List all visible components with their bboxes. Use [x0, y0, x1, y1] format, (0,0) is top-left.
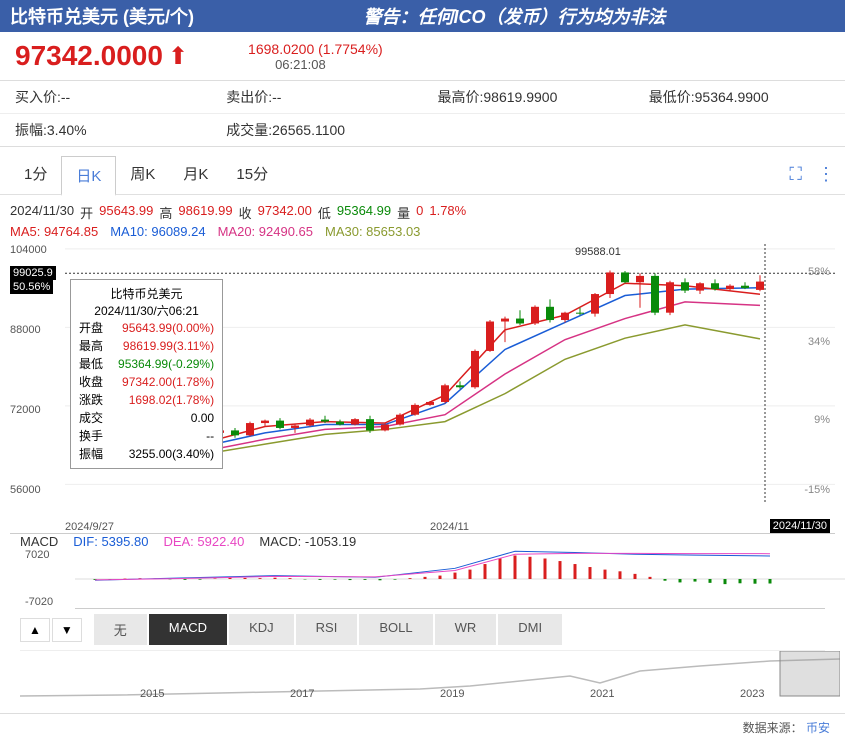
- header: 比特币兑美元 (美元/个) 警告：任何ICO（发币）行为均为非法: [0, 0, 845, 32]
- tab-周K[interactable]: 周K: [116, 155, 169, 195]
- info-grid: 买入价:-- 卖出价:-- 最高价:98619.9900 最低价:95364.9…: [0, 80, 845, 147]
- bid-cell: 买入价:--: [0, 81, 211, 113]
- candlestick-chart[interactable]: 104000880007200056000 99025.9 50.56% 995…: [10, 244, 835, 534]
- tab-日K[interactable]: 日K: [61, 156, 116, 196]
- amplitude-cell: 振幅:3.40%: [0, 114, 211, 146]
- ma20-label: MA20: 92490.65: [218, 224, 313, 239]
- low-cell: 最低价:95364.9900: [634, 81, 845, 113]
- ma10-label: MA10: 96089.24: [110, 224, 205, 239]
- tab-15分[interactable]: 15分: [222, 155, 282, 195]
- indicator-DMI[interactable]: DMI: [498, 614, 562, 645]
- fullscreen-icon[interactable]: ⛶: [789, 164, 802, 185]
- macd-chart[interactable]: 7020 -7020: [75, 549, 825, 609]
- indicator-next[interactable]: ▼: [52, 618, 82, 642]
- peak-label: 99588.01: [575, 246, 621, 258]
- indicator-prev[interactable]: ▲: [20, 618, 50, 642]
- source-link[interactable]: 币安: [806, 721, 830, 735]
- price-row: 97342.0000 ⬆ 1698.0200 (1.7754%) 06:21:0…: [0, 32, 845, 80]
- indicator-WR[interactable]: WR: [435, 614, 497, 645]
- price-change: 1698.0200 (1.7754%): [248, 41, 383, 57]
- chart-area: 2024/11/30 开 95643.99 高 98619.99 收 97342…: [0, 195, 845, 713]
- ma30-label: MA30: 85653.03: [325, 224, 420, 239]
- tab-1分[interactable]: 1分: [10, 155, 61, 195]
- header-warning: 警告：任何ICO（发币）行为均为非法: [194, 3, 835, 29]
- indicator-tabs: ▲ ▼ 无MACDKDJRSIBOLLWRDMI: [10, 609, 835, 650]
- price-main: 97342.0000: [15, 40, 163, 72]
- macd-area: MACD DIF: 5395.80 DEA: 5922.40 MACD: -10…: [10, 534, 835, 609]
- indicator-RSI[interactable]: RSI: [296, 614, 358, 645]
- header-title: 比特币兑美元 (美元/个): [10, 3, 194, 29]
- ask-cell: 卖出价:--: [211, 81, 422, 113]
- indicator-MACD[interactable]: MACD: [149, 614, 227, 645]
- ma5-label: MA5: 94764.85: [10, 224, 98, 239]
- indicator-KDJ[interactable]: KDJ: [229, 614, 294, 645]
- high-cell: 最高价:98619.9900: [423, 81, 634, 113]
- chart-date: 2024/11/30: [10, 203, 74, 222]
- price-time: 06:21:08: [218, 57, 383, 72]
- volume-cell: 成交量:26565.1100: [211, 114, 422, 146]
- footer: 数据来源： 币安: [0, 713, 845, 741]
- tab-月K[interactable]: 月K: [169, 155, 222, 195]
- more-icon[interactable]: ⋮: [817, 164, 835, 185]
- indicator-BOLL[interactable]: BOLL: [359, 614, 432, 645]
- timeframe-tabs: 1分日K周K月K15分 ⛶ ⋮: [0, 155, 845, 195]
- indicator-无[interactable]: 无: [94, 614, 147, 645]
- arrow-up-icon: ⬆: [168, 42, 188, 71]
- tooltip: 比特币兑美元 2024/11/30/六06:21 开盘95643.99(0.00…: [70, 279, 223, 469]
- range-chart[interactable]: 20152017201920212023: [20, 650, 825, 705]
- pct-badge: 50.56%: [10, 280, 53, 294]
- price-badge: 99025.9: [10, 266, 56, 280]
